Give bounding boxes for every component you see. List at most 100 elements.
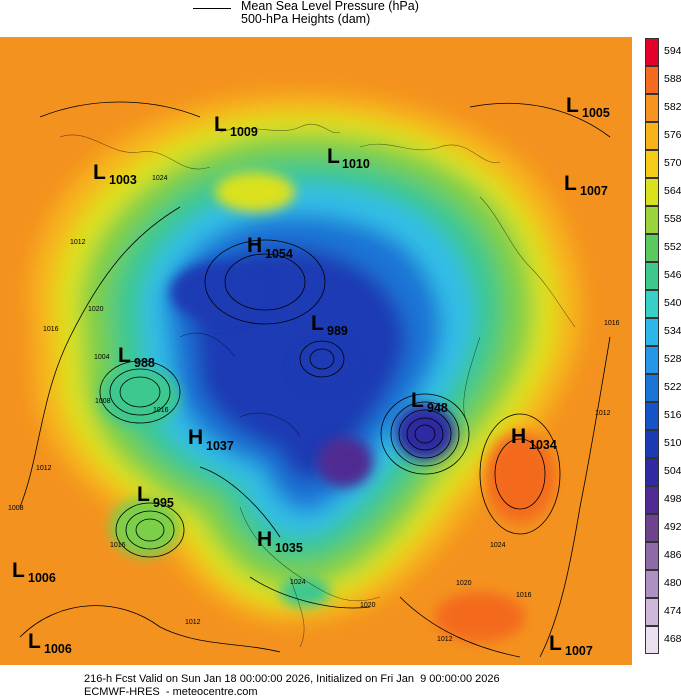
colorbar-level-label: 594: [664, 45, 681, 57]
isobar-label: 1016: [110, 542, 126, 549]
low-value: 948: [427, 401, 448, 415]
low-letter: L: [118, 344, 131, 367]
colorbar-swatch: [645, 66, 659, 94]
colorbar-level-label: 522: [664, 381, 681, 393]
high-letter: H: [257, 528, 272, 551]
colorbar-swatch: [645, 38, 659, 66]
low-letter: L: [566, 94, 579, 117]
low-letter: L: [411, 389, 424, 412]
low-letter: L: [93, 161, 106, 184]
colorbar-level-label: 540: [664, 297, 681, 309]
low-value: 1009: [230, 125, 258, 139]
pressure-system-high: H 1037: [188, 426, 234, 453]
colorbar-swatch: [645, 122, 659, 150]
high-value: 1035: [275, 541, 303, 555]
low-letter: L: [564, 172, 577, 195]
colorbar-level-label: 492: [664, 521, 681, 533]
isobar-label: 1020: [360, 602, 376, 609]
map-footer: 216-h Fcst Valid on Sun Jan 18 00:00:00 …: [0, 673, 681, 700]
colorbar-level-label: 534: [664, 325, 681, 337]
colorbar-level-label: 576: [664, 129, 681, 141]
isobar-label: 1024: [290, 579, 306, 586]
colorbar-level-label: 510: [664, 437, 681, 449]
colorbar-swatch: [645, 318, 659, 346]
isobar-label: 1024: [490, 542, 506, 549]
weather-map-svg: L 1003 L 1009 L 1010 L 1005 L 1007 H 105…: [0, 37, 632, 665]
model-source-text: ECMWF-HRES - meteocentre.com: [84, 686, 258, 698]
colorbar-level-label: 468: [664, 633, 681, 645]
colorbar-level-label: 564: [664, 185, 681, 197]
colorbar-swatch: [645, 178, 659, 206]
colorbar-swatch: [645, 290, 659, 318]
colorbar-level-label: 582: [664, 101, 681, 113]
isobar-label: 1012: [36, 465, 52, 472]
colorbar-swatch: [645, 458, 659, 486]
colorbar-swatch: [645, 402, 659, 430]
low-value: 1006: [44, 642, 72, 656]
colorbar-swatch: [645, 514, 659, 542]
isobar-label: 1016: [43, 326, 59, 333]
pressure-system-low: L 1006: [12, 559, 56, 585]
high-value: 1054: [265, 247, 293, 261]
low-value: 1006: [28, 571, 56, 585]
colorbar-swatch: [645, 430, 659, 458]
low-value: 995: [153, 496, 174, 510]
low-value: 1005: [582, 106, 610, 120]
low-value: 989: [327, 324, 348, 338]
colorbar-swatch: [645, 374, 659, 402]
weather-map: L 1003 L 1009 L 1010 L 1005 L 1007 H 105…: [0, 37, 632, 665]
pressure-system-low: L 1005: [566, 94, 610, 120]
colorbar-level-label: 480: [664, 577, 681, 589]
legend-hgt-label: 500-hPa Heights (dam): [241, 12, 371, 26]
colorbar-swatch: [645, 346, 659, 374]
low-value: 1003: [109, 173, 137, 187]
high-letter: H: [511, 425, 526, 448]
isobar-label: 1012: [437, 636, 453, 643]
high-value: 1037: [206, 439, 234, 453]
isobar-label: 1008: [8, 505, 24, 512]
colorbar-level-label: 486: [664, 549, 681, 561]
high-letter: H: [188, 426, 203, 449]
isobar-contours: [19, 101, 611, 658]
low-letter: L: [12, 559, 25, 582]
colorbar-level-label: 498: [664, 493, 681, 505]
pressure-system-high: H 1054: [247, 234, 293, 261]
low-letter: L: [311, 312, 324, 335]
colorbar-swatch: [645, 486, 659, 514]
pressure-system-low: L 988: [118, 344, 155, 370]
colorbar-level-label: 570: [664, 157, 681, 169]
low-letter: L: [214, 113, 227, 136]
pressure-system-low: L 1009: [214, 113, 258, 139]
low-value: 1007: [565, 644, 593, 658]
map-header: Mean Sea Level Pressure (hPa) 500-hPa He…: [0, 0, 681, 36]
pressure-system-low: L 995: [137, 483, 174, 510]
isobar-label: 1004: [94, 354, 110, 361]
isobar-label: 1016: [516, 592, 532, 599]
pressure-system-low: L 948: [411, 389, 448, 415]
colorbar-level-label: 546: [664, 269, 681, 281]
high-letter: H: [247, 234, 262, 257]
colorbar-swatch: [645, 626, 659, 654]
pressure-system-low: L 1007: [564, 172, 608, 198]
legend-msl-label: Mean Sea Level Pressure (hPa): [241, 0, 419, 13]
isobar-label: 1008: [95, 398, 111, 405]
low-letter: L: [28, 630, 41, 653]
pressure-system-low: L 989: [311, 312, 348, 338]
low-value: 1007: [580, 184, 608, 198]
legend-text: Mean Sea Level Pressure (hPa) 500-hPa He…: [241, 0, 419, 26]
colorbar-level-label: 552: [664, 241, 681, 253]
isobar-label: 1012: [70, 239, 86, 246]
colorbar-level-label: 528: [664, 353, 681, 365]
isobar-label: 1012: [185, 619, 201, 626]
isobar-label: 1016: [604, 320, 620, 327]
pressure-system-high: H 1035: [257, 528, 303, 555]
low-letter: L: [327, 145, 340, 168]
pressure-systems: L 1003 L 1009 L 1010 L 1005 L 1007 H 105…: [12, 94, 610, 658]
low-letter: L: [549, 632, 562, 655]
colorbar-level-label: 504: [664, 465, 681, 477]
pressure-system-high: H 1034: [511, 425, 557, 452]
pressure-system-low: L 1003: [93, 161, 137, 187]
colorbar-swatch: [645, 94, 659, 122]
low-value: 1010: [342, 157, 370, 171]
colorbar-level-label: 588: [664, 73, 681, 85]
